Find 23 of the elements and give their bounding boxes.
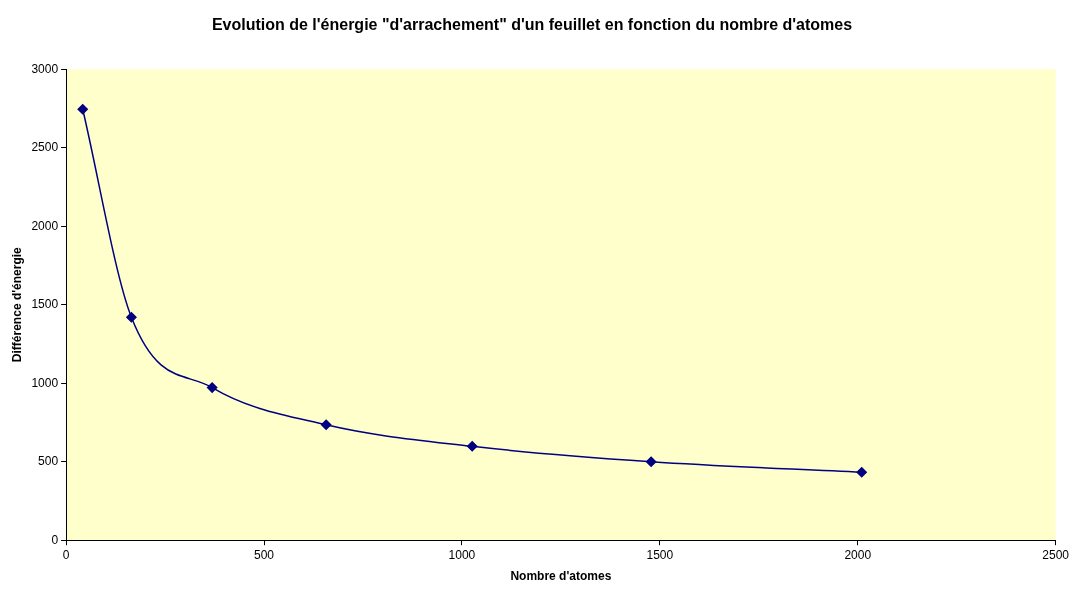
x-axis-title: Nombre d'atomes [510,569,612,584]
y-tick-label: 2500 [31,140,59,155]
x-tick-label: 2000 [844,547,872,562]
x-tick-label: 0 [62,547,70,562]
point [77,103,88,115]
point [645,456,657,467]
x-tick-label: 1500 [646,547,674,562]
y-axis-title: Différence d'énergie [9,246,24,363]
chart-title: Evolution de l'énergie "d'arrachement" d'un feuillet en fonction du nombre d'atomes [211,16,853,34]
point [206,382,218,393]
y-tick-label: 2000 [31,218,59,233]
point [126,312,137,323]
point [320,419,332,431]
y-tick-label: 1500 [31,297,59,312]
x-tick-label: 1000 [448,547,476,562]
y-tick-label: 0 [51,532,59,547]
point [856,466,867,478]
x-tick-label: 2500 [1042,547,1070,562]
y-tick-label: 500 [38,454,59,469]
y-tick-label: 1000 [31,375,59,390]
point [466,441,478,452]
x-tick-label: 500 [253,547,275,562]
y-tick-label: 3000 [31,61,59,76]
